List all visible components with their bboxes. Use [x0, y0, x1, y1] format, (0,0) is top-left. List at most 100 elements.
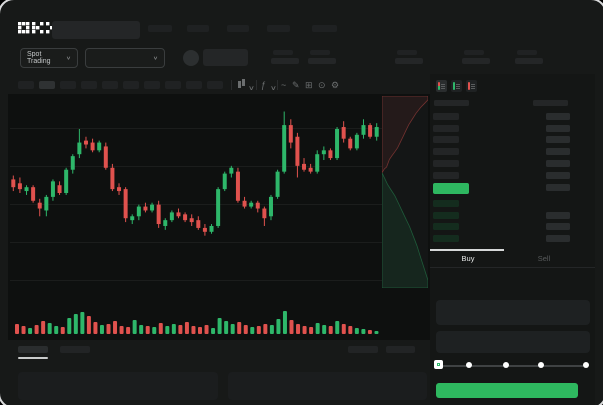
bid-row-price[interactable]	[433, 234, 459, 242]
stat-label-1	[310, 50, 330, 55]
orderbook-col-header-amount	[533, 100, 568, 106]
bid-row-amount	[546, 223, 570, 230]
bottom-tab-right[interactable]	[386, 346, 415, 353]
timeframe-button-8[interactable]	[186, 81, 202, 89]
nav-item-3[interactable]	[267, 25, 290, 32]
ask-row-amount	[546, 159, 570, 167]
book-bids-icon[interactable]	[451, 80, 462, 92]
stat-value-3	[462, 58, 490, 64]
draw-pencil-icon[interactable]: ✎	[292, 80, 300, 90]
target-icon[interactable]: ⊙	[318, 80, 326, 90]
tab-sell[interactable]: Sell	[537, 254, 551, 263]
nav-item-4[interactable]	[312, 25, 337, 32]
timeframe-button-2[interactable]	[60, 81, 76, 89]
slider-handle[interactable]	[434, 360, 443, 369]
stat-label-3	[464, 50, 484, 55]
bid-row-price[interactable]	[433, 211, 459, 219]
chevron-down-icon: ∨	[152, 55, 158, 61]
line-tool-icon[interactable]: ~	[281, 80, 287, 90]
chart-region[interactable]	[8, 94, 432, 340]
ask-row-amount	[546, 171, 570, 179]
ask-row-price[interactable]	[433, 159, 459, 167]
gridline	[10, 242, 382, 243]
orders-panel-right	[228, 372, 427, 400]
indicators-icon[interactable]: ƒ	[261, 80, 267, 90]
amount-slider[interactable]	[438, 365, 588, 367]
depth-chart	[382, 96, 428, 288]
gridline	[10, 128, 382, 129]
bottom-tab-active[interactable]	[18, 346, 48, 353]
last-price-placeholder	[203, 49, 248, 66]
settings-gear-icon[interactable]: ⚙	[331, 80, 340, 90]
ask-row-price[interactable]	[433, 148, 459, 156]
amount-input[interactable]	[436, 331, 590, 353]
toolbar-divider	[231, 80, 232, 90]
orders-panel-left	[18, 372, 218, 400]
last-price-bar[interactable]	[433, 183, 469, 194]
timeframe-button-7[interactable]	[165, 81, 181, 89]
bid-row-price[interactable]	[433, 223, 459, 230]
coin-icon	[183, 50, 199, 66]
stat-label-0	[273, 50, 293, 55]
nav-item-1[interactable]	[187, 25, 209, 32]
nav-item-2[interactable]	[227, 25, 249, 32]
stat-label-4	[517, 50, 537, 55]
tab-buy[interactable]: Buy	[461, 254, 475, 263]
bottom-tab-right[interactable]	[348, 346, 378, 353]
slider-stop[interactable]	[538, 362, 544, 368]
ask-row-price[interactable]	[433, 136, 459, 144]
ask-row-price[interactable]	[433, 124, 459, 132]
gridline	[10, 166, 382, 167]
buy-button[interactable]	[436, 383, 578, 398]
bottom-tab[interactable]	[60, 346, 90, 353]
stat-value-0	[271, 58, 299, 64]
bid-row-price[interactable]	[433, 200, 459, 207]
ask-row-amount	[546, 136, 570, 144]
toolbar-divider	[277, 80, 278, 90]
market-type-label: Spot Trading	[27, 51, 51, 65]
bottom-tab-underline	[18, 357, 48, 359]
volume-bars	[15, 311, 379, 334]
ask-row-amount	[546, 124, 570, 132]
stat-value-2	[395, 58, 423, 64]
orderbook-panel: Buy Sell	[430, 74, 595, 405]
orderbook-col-header-price	[434, 100, 469, 106]
pair-selector-dropdown[interactable]: ∨	[85, 48, 165, 68]
slider-stop[interactable]	[503, 362, 509, 368]
ask-row-price[interactable]	[433, 171, 459, 179]
ask-row-price[interactable]	[433, 113, 459, 120]
market-type-selector[interactable]: Spot Trading ∨	[20, 48, 78, 68]
chevron-down-icon[interactable]: ∨	[270, 84, 277, 92]
book-asks-icon[interactable]	[466, 80, 477, 92]
slider-stop[interactable]	[583, 362, 589, 368]
timeframe-button-1[interactable]	[39, 81, 55, 89]
chevron-down-icon: ∨	[65, 55, 71, 61]
timeframe-button-6[interactable]	[144, 81, 160, 89]
chevron-down-icon[interactable]: ∨	[248, 84, 255, 92]
timeframe-button-9[interactable]	[207, 81, 223, 89]
price-input[interactable]	[436, 300, 590, 325]
ask-row-amount	[546, 113, 570, 120]
timeframe-button-3[interactable]	[81, 81, 97, 89]
toolbar-divider	[256, 80, 257, 90]
book-both-icon[interactable]	[436, 80, 447, 92]
layout-grid-icon[interactable]: ⊞	[305, 80, 313, 90]
search-input[interactable]	[52, 21, 140, 39]
timeframe-button-4[interactable]	[102, 81, 118, 89]
gridline	[10, 204, 382, 205]
timeframe-button-0[interactable]	[18, 81, 34, 89]
tab-divider	[430, 267, 595, 268]
timeframe-button-5[interactable]	[123, 81, 139, 89]
stat-value-4	[515, 58, 543, 64]
candle-style-icon[interactable]	[237, 79, 246, 90]
bid-row-amount	[546, 211, 570, 219]
candlestick-chart[interactable]	[10, 96, 380, 290]
stat-value-1	[308, 58, 336, 64]
price-row-amount	[546, 184, 570, 191]
ask-row-amount	[546, 148, 570, 156]
stat-label-2	[397, 50, 417, 55]
nav-item-0[interactable]	[148, 25, 172, 32]
slider-stop[interactable]	[466, 362, 472, 368]
